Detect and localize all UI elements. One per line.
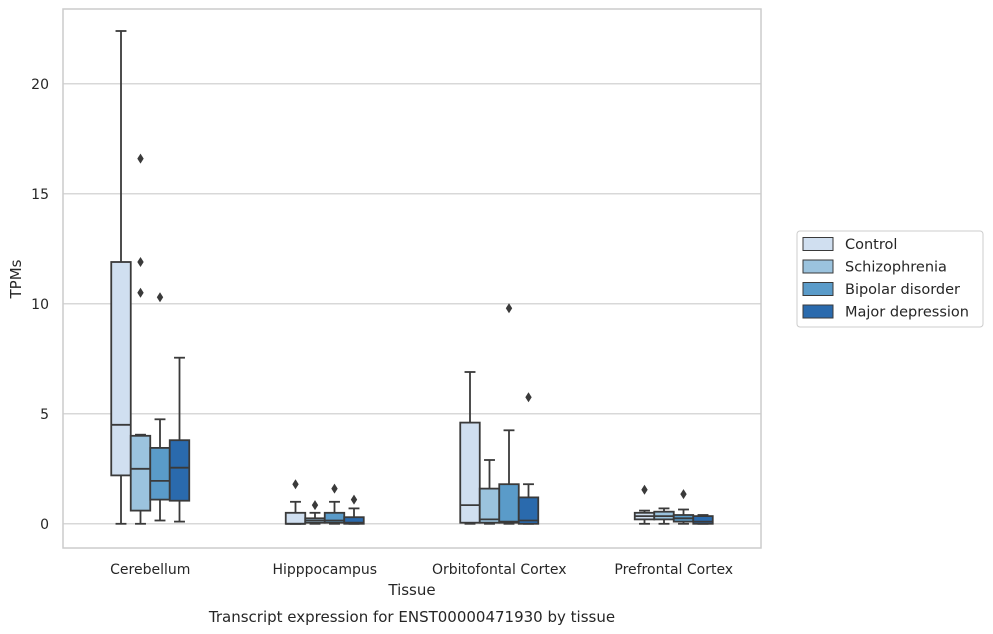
iqr-box [498, 483, 520, 524]
x-tick-label: Orbitofontal Cortex [432, 562, 567, 578]
y-tick-label: 15 [31, 187, 49, 203]
boxes-layer [110, 30, 714, 525]
x-tick-label: Cerebellum [110, 562, 190, 578]
legend-label: Control [845, 237, 897, 253]
outlier-point [680, 489, 687, 500]
y-tick-label: 20 [31, 77, 49, 93]
x-tick-label: Hipppocampus [272, 562, 377, 578]
outlier-point [137, 257, 144, 267]
legend: Control Schizophrenia Bipolar disorder Majo… [796, 230, 984, 328]
box-control [633, 484, 656, 525]
y-tick-label: 10 [31, 297, 49, 313]
box-control [110, 30, 132, 525]
legend-swatch [802, 282, 834, 296]
iqr-box [459, 421, 481, 524]
iqr-box [284, 511, 307, 525]
legend-label: Major depression [845, 305, 969, 321]
x-tick-label: Prefrontal Cortex [614, 562, 733, 578]
x-tick-labels: Cerebellum Hipppocampus Orbitofontal Corte… [110, 562, 733, 578]
box-control [459, 371, 481, 525]
y-tick-label: 5 [40, 407, 49, 423]
iqr-box [478, 487, 501, 524]
outlier-point [525, 392, 532, 403]
iqr-box [129, 434, 152, 512]
outlier-point [292, 479, 299, 490]
legend-swatch [802, 304, 834, 319]
outlier-point [137, 287, 144, 298]
outlier-point [137, 153, 144, 164]
iqr-box [110, 261, 132, 477]
legend-label: Bipolar disorder [845, 282, 960, 298]
chart-title: Transcript expression for ENST0000047193… [208, 608, 615, 626]
legend-swatch [802, 237, 834, 251]
outlier-point [156, 292, 164, 303]
y-axis-title: TPMs [7, 259, 25, 299]
legend-swatch [802, 259, 834, 274]
y-tick-label: 0 [40, 517, 49, 533]
outlier-point [311, 500, 319, 511]
outlier-point [331, 483, 338, 494]
iqr-box [149, 446, 171, 501]
box-major-depression [343, 494, 365, 525]
outlier-point [641, 484, 648, 495]
iqr-box [692, 515, 714, 525]
iqr-box [517, 496, 540, 525]
iqr-box [343, 516, 365, 525]
legend-frame [796, 230, 984, 328]
outlier-point [505, 303, 513, 314]
box-control [284, 479, 307, 525]
box-major-depression [168, 356, 191, 523]
box-major-depression [517, 392, 540, 525]
plot-frame [62, 8, 762, 549]
x-axis-title: Tissue [387, 581, 435, 599]
legend-label: Schizophrenia [845, 260, 947, 276]
outlier-point [350, 494, 358, 505]
iqr-box [168, 439, 191, 502]
box-major-depression [692, 514, 714, 525]
y-tick-labels: 0 5 10 15 20 [31, 77, 49, 533]
